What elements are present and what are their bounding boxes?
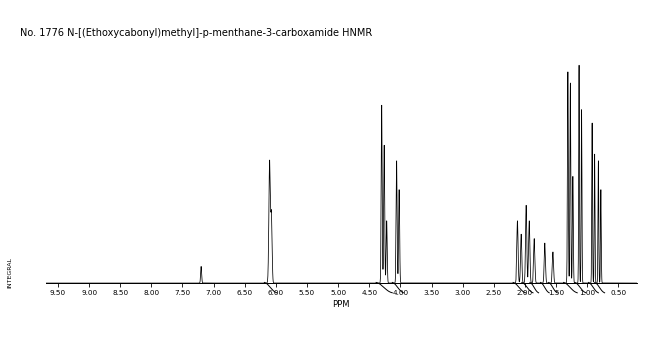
Text: INTEGRAL: INTEGRAL — [7, 257, 12, 288]
X-axis label: PPM: PPM — [333, 300, 350, 309]
Text: No. 1776 N-[(Ethoxycabonyl)methyl]-p-menthane-3-carboxamide HNMR: No. 1776 N-[(Ethoxycabonyl)methyl]-p-men… — [20, 28, 372, 38]
